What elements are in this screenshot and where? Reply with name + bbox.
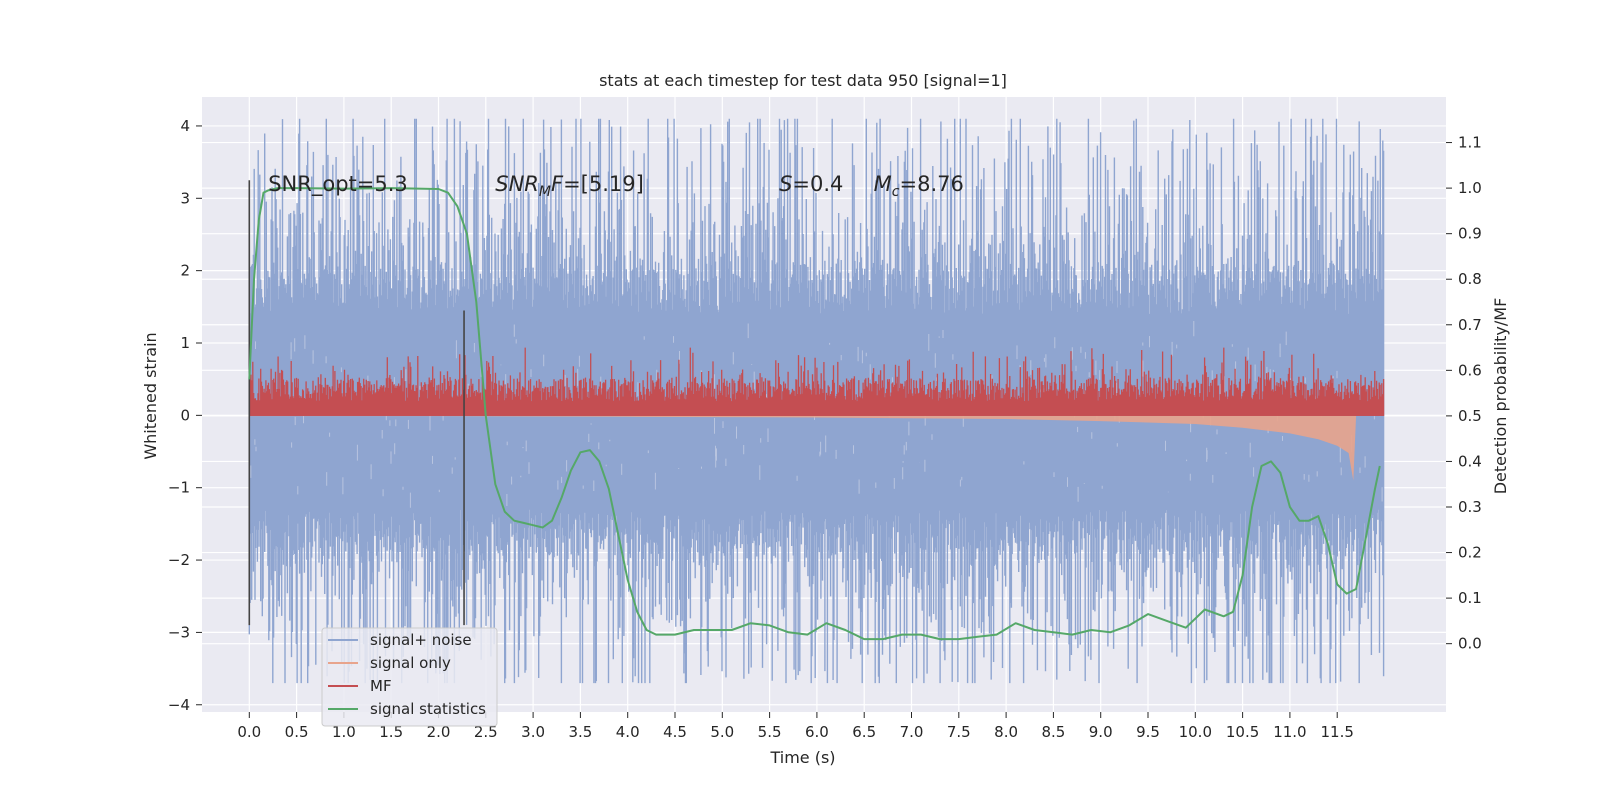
y-tick-label-3: −1 bbox=[168, 479, 190, 497]
y-axis-ticks-right: 0.0 0.1 0.2 0.3 0.4 0.5 0.6 0.7 0.8 0.9 1.0 1.1 bbox=[1446, 134, 1482, 653]
x-tick-label-18: 9.0 bbox=[1089, 723, 1113, 741]
signal-statistics-line bbox=[248, 187, 1381, 641]
x-tick-label-6: 3.0 bbox=[521, 723, 545, 741]
y2-tick-label-10: 1.0 bbox=[1458, 179, 1482, 197]
y-tick-label-4: 0 bbox=[180, 406, 190, 424]
y-tick-label-8: 4 bbox=[180, 117, 190, 135]
legend-label-mf: MF bbox=[370, 677, 392, 695]
y2-tick-label-2: 0.2 bbox=[1458, 544, 1482, 562]
y-axis-ticks-left: −4 −3 −2 −1 0 1 2 3 4 bbox=[168, 117, 202, 714]
y2-tick-label-6: 0.6 bbox=[1458, 361, 1482, 379]
vertical-markers bbox=[248, 180, 465, 626]
x-tick-label-0: 0.0 bbox=[237, 723, 261, 741]
annotations: SNR_opt=5.3 SNRMF=[5.19] S=0.4 Mc=8.76 bbox=[268, 172, 964, 200]
y-tick-label-6: 2 bbox=[180, 262, 190, 280]
x-tick-label-11: 5.5 bbox=[758, 723, 782, 741]
x-axis-ticks: 0.0 0.5 1.0 1.5 2.0 2.5 3.0 3.5 4.0 4.5 5.0 5.5 6.0 6… bbox=[237, 712, 1354, 741]
annotation-snr-opt: SNR_opt=5.3 bbox=[268, 172, 408, 197]
x-tick-label-19: 9.5 bbox=[1136, 723, 1160, 741]
y2-tick-label-7: 0.7 bbox=[1458, 316, 1482, 334]
y2-tick-label-8: 0.8 bbox=[1458, 270, 1482, 288]
x-tick-label-1: 0.5 bbox=[285, 723, 309, 741]
y2-tick-label-0: 0.0 bbox=[1458, 635, 1482, 653]
x-tick-label-12: 6.0 bbox=[805, 723, 829, 741]
x-tick-label-2: 1.0 bbox=[332, 723, 356, 741]
y-tick-label-1: −3 bbox=[168, 623, 190, 641]
mf-base bbox=[249, 404, 1384, 416]
y2-tick-label-1: 0.1 bbox=[1458, 589, 1482, 607]
x-tick-label-22: 11.0 bbox=[1273, 723, 1306, 741]
y2-tick-label-5: 0.5 bbox=[1458, 407, 1482, 425]
legend: signal+ noise signal only MF signal stat… bbox=[321, 627, 498, 727]
y2-tick-label-4: 0.4 bbox=[1458, 452, 1482, 470]
legend-box bbox=[321, 627, 498, 727]
x-tick-label-10: 5.0 bbox=[710, 723, 734, 741]
x-tick-label-20: 10.0 bbox=[1179, 723, 1212, 741]
x-tick-label-14: 7.0 bbox=[900, 723, 924, 741]
x-tick-label-5: 2.5 bbox=[474, 723, 498, 741]
x-tick-label-23: 11.5 bbox=[1321, 723, 1354, 741]
x-tick-label-8: 4.0 bbox=[616, 723, 640, 741]
y-tick-label-5: 1 bbox=[180, 334, 190, 352]
x-tick-label-3: 1.5 bbox=[379, 723, 403, 741]
y2-tick-label-9: 0.9 bbox=[1458, 225, 1482, 243]
legend-label-signal-only: signal only bbox=[370, 654, 451, 672]
y-tick-label-7: 3 bbox=[180, 189, 190, 207]
y-axis-label-left: Whitened strain bbox=[141, 332, 160, 459]
y-tick-label-2: −2 bbox=[168, 551, 190, 569]
chart-title: stats at each timestep for test data 950… bbox=[599, 71, 1007, 90]
annotation-s: S=0.4 bbox=[779, 172, 843, 196]
x-tick-label-16: 8.0 bbox=[994, 723, 1018, 741]
signal-statistics-series bbox=[248, 187, 1381, 641]
mf-series bbox=[248, 347, 1385, 416]
y2-tick-label-11: 1.1 bbox=[1458, 134, 1482, 152]
x-tick-label-13: 6.5 bbox=[852, 723, 876, 741]
x-tick-label-4: 2.0 bbox=[427, 723, 451, 741]
legend-label-signal-noise: signal+ noise bbox=[370, 631, 472, 649]
x-tick-label-7: 3.5 bbox=[568, 723, 592, 741]
x-tick-label-15: 7.5 bbox=[947, 723, 971, 741]
legend-label-signal-statistics: signal statistics bbox=[370, 700, 486, 718]
x-tick-label-21: 10.5 bbox=[1226, 723, 1259, 741]
annotation-mc: Mc=8.76 bbox=[874, 172, 964, 200]
x-tick-label-9: 4.5 bbox=[663, 723, 687, 741]
x-tick-label-17: 8.5 bbox=[1041, 723, 1065, 741]
y-tick-label-0: −4 bbox=[168, 696, 190, 714]
annotation-snr-mf: SNRMF=[5.19] bbox=[495, 172, 644, 200]
y2-tick-label-3: 0.3 bbox=[1458, 498, 1482, 516]
x-axis-label: Time (s) bbox=[769, 748, 835, 767]
y-axis-label-right: Detection probability/MF bbox=[1491, 298, 1510, 495]
